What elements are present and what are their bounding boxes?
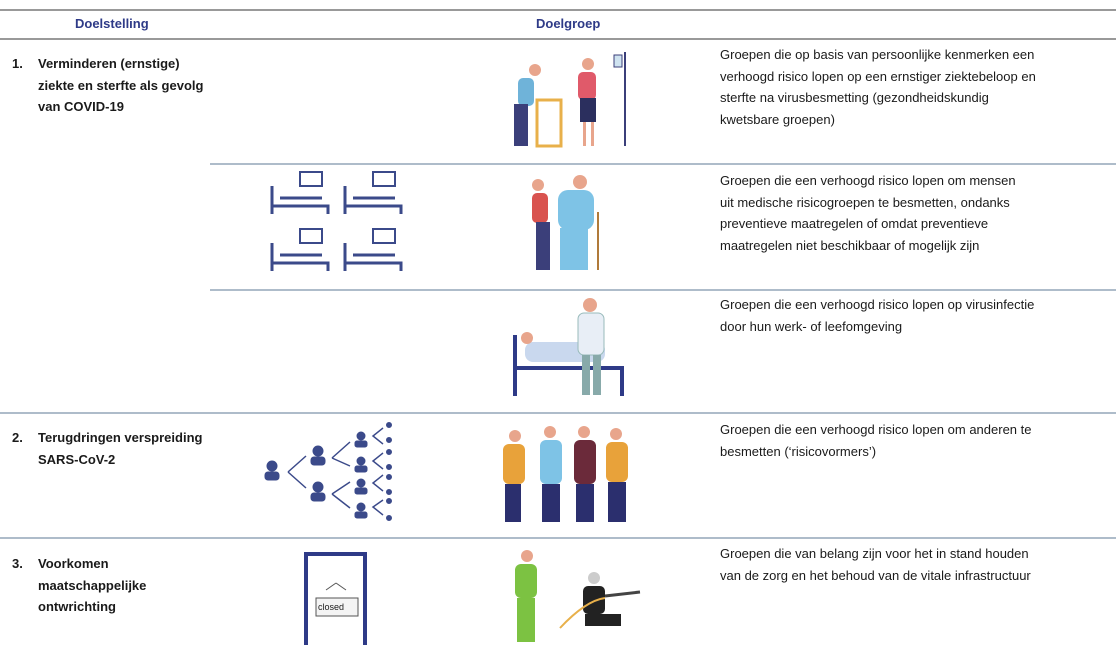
goal-text: SARS-CoV-2 [38, 451, 116, 467]
group-description: sterfte na virusbesmetting (gezondheidsk… [720, 90, 989, 106]
goal-text: van COVID-19 [38, 99, 124, 114]
group-description: Groepen die op basis van persoonlijke ke… [720, 47, 1035, 62]
group-description: uit medische risicogroepen te besmetten,… [720, 194, 1010, 210]
goal-number: 1. [12, 56, 23, 71]
illustration-youths [503, 426, 628, 522]
group-description: preventieve maatregelen of omdat prevent… [720, 216, 989, 232]
goal-text: maatschappelijke [38, 577, 147, 593]
group-description: maatregelen niet beschikbaar of mogelijk… [720, 238, 980, 254]
group-description: Groepen die een verhoogd risico lopen om… [720, 173, 1016, 188]
goal-text: Voorkomen [38, 556, 109, 571]
goal-text: Terugdringen verspreiding [38, 430, 203, 445]
goal-text: ontwrichting [38, 599, 116, 614]
illustration-beds [270, 171, 403, 271]
group-description: van de zorg en het behoud van de vitale … [720, 567, 1031, 583]
sign-text: closed [318, 602, 345, 612]
group-description: Groepen die een verhoogd risico lopen om… [720, 422, 1032, 437]
column-header: Doelgroep [536, 16, 601, 31]
illustration-elderly [514, 52, 626, 148]
group-description: verhoogd risico lopen op een ernstiger z… [720, 68, 1036, 84]
group-description: door hun werk- of leefomgeving [720, 318, 903, 334]
goal-number: 3. [12, 556, 23, 571]
group-description: besmetten (‘risicovormers’) [720, 443, 877, 459]
group-description: Groepen die van belang zijn voor het in … [720, 546, 1029, 561]
illustration-doctor [513, 298, 624, 396]
group-description: Groepen die een verhoogd risico lopen op… [720, 297, 1035, 312]
goal-text: ziekte en sterfte als gevolg [38, 77, 204, 93]
illustration-caregiver [532, 175, 599, 270]
illustration-spread [264, 422, 392, 521]
group-description: kwetsbare groepen) [720, 112, 835, 128]
column-header: Doelstelling [75, 16, 149, 31]
goal-number: 2. [12, 430, 23, 445]
illustration-vital-workers [515, 550, 641, 642]
illustration-closed-door [304, 552, 367, 645]
goal-text: Verminderen (ernstige) [38, 56, 180, 71]
